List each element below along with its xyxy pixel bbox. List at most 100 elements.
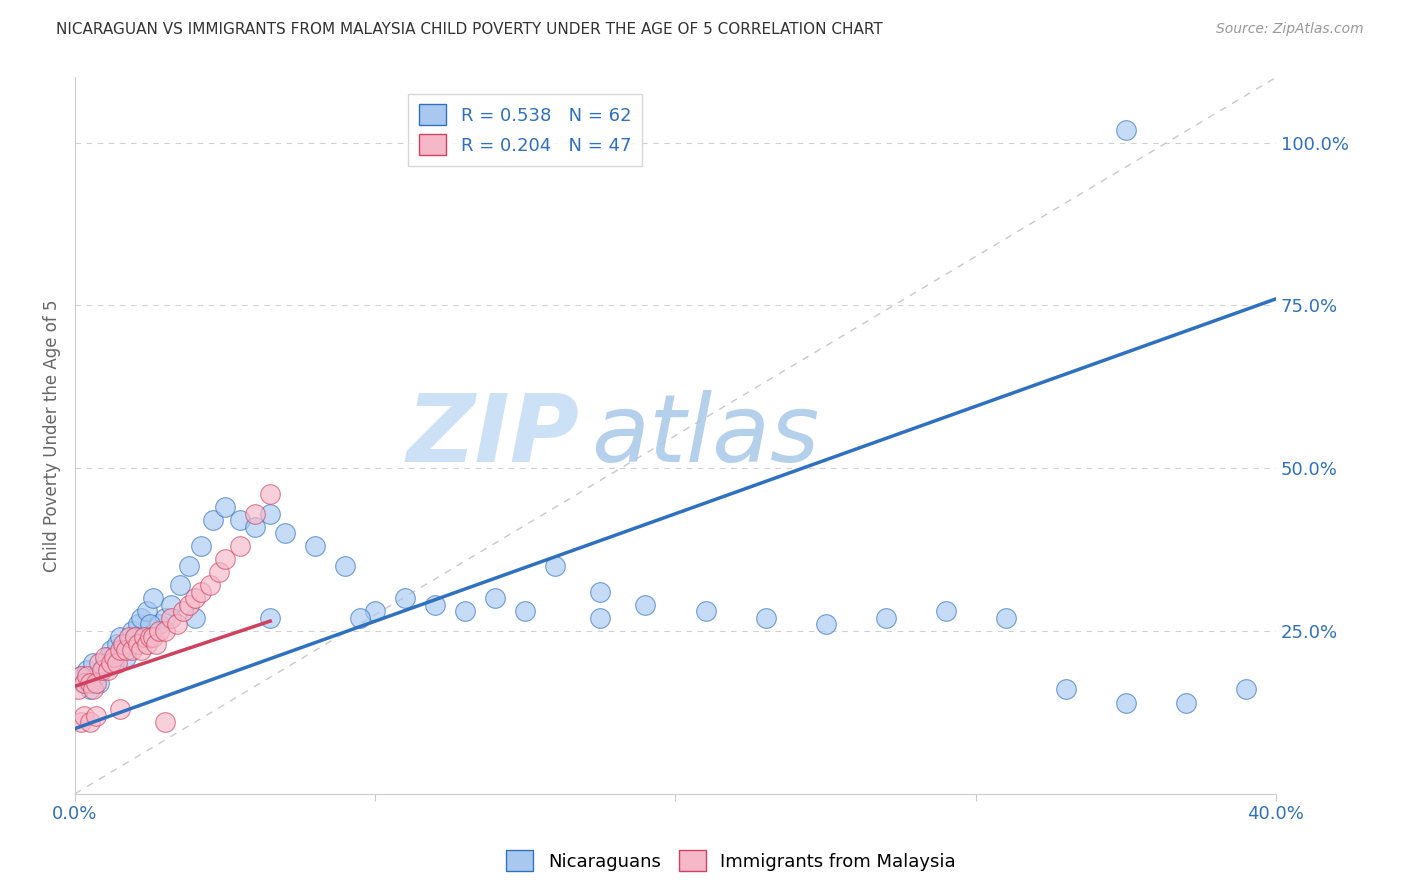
- Point: [153, 624, 176, 638]
- Point: [214, 552, 236, 566]
- Point: [335, 558, 357, 573]
- Point: [100, 643, 122, 657]
- Point: [105, 637, 128, 651]
- Point: [148, 617, 170, 632]
- Point: [177, 558, 200, 573]
- Point: [634, 598, 657, 612]
- Point: [190, 539, 212, 553]
- Point: [274, 526, 297, 541]
- Point: [190, 584, 212, 599]
- Point: [94, 649, 117, 664]
- Point: [70, 669, 93, 683]
- Point: [935, 604, 957, 618]
- Point: [515, 604, 537, 618]
- Point: [129, 643, 152, 657]
- Point: [814, 617, 837, 632]
- Point: [84, 669, 107, 683]
- Point: [243, 507, 266, 521]
- Point: [73, 676, 96, 690]
- Point: [91, 663, 114, 677]
- Point: [84, 676, 107, 690]
- Point: [124, 631, 146, 645]
- Text: Source: ZipAtlas.com: Source: ZipAtlas.com: [1216, 22, 1364, 37]
- Point: [160, 598, 183, 612]
- Point: [169, 578, 191, 592]
- Point: [129, 611, 152, 625]
- Text: NICARAGUAN VS IMMIGRANTS FROM MALAYSIA CHILD POVERTY UNDER THE AGE OF 5 CORRELAT: NICARAGUAN VS IMMIGRANTS FROM MALAYSIA C…: [56, 22, 883, 37]
- Point: [259, 487, 281, 501]
- Point: [1115, 696, 1137, 710]
- Point: [243, 519, 266, 533]
- Point: [214, 500, 236, 515]
- Point: [94, 657, 117, 671]
- Point: [87, 657, 110, 671]
- Point: [172, 604, 194, 618]
- Point: [100, 657, 122, 671]
- Point: [118, 631, 141, 645]
- Point: [259, 611, 281, 625]
- Point: [589, 584, 612, 599]
- Point: [132, 631, 155, 645]
- Point: [127, 617, 149, 632]
- Point: [153, 714, 176, 729]
- Point: [142, 631, 165, 645]
- Point: [202, 513, 225, 527]
- Point: [70, 669, 93, 683]
- Point: [136, 637, 159, 651]
- Point: [695, 604, 717, 618]
- Point: [97, 663, 120, 677]
- Point: [84, 708, 107, 723]
- Point: [87, 676, 110, 690]
- Text: ZIP: ZIP: [406, 390, 579, 482]
- Point: [91, 663, 114, 677]
- Text: atlas: atlas: [592, 390, 820, 481]
- Point: [1234, 682, 1257, 697]
- Point: [108, 631, 131, 645]
- Point: [105, 657, 128, 671]
- Point: [121, 643, 143, 657]
- Y-axis label: Child Poverty Under the Age of 5: Child Poverty Under the Age of 5: [44, 300, 60, 572]
- Point: [136, 604, 159, 618]
- Point: [118, 637, 141, 651]
- Legend: R = 0.538   N = 62, R = 0.204   N = 47: R = 0.538 N = 62, R = 0.204 N = 47: [408, 94, 643, 166]
- Point: [70, 714, 93, 729]
- Point: [184, 591, 207, 606]
- Point: [229, 539, 252, 553]
- Point: [349, 611, 371, 625]
- Point: [108, 702, 131, 716]
- Point: [1115, 122, 1137, 136]
- Point: [112, 643, 135, 657]
- Point: [394, 591, 416, 606]
- Point: [425, 598, 447, 612]
- Point: [127, 637, 149, 651]
- Point: [76, 663, 98, 677]
- Point: [153, 611, 176, 625]
- Point: [208, 566, 231, 580]
- Point: [544, 558, 567, 573]
- Point: [115, 643, 138, 657]
- Point: [112, 637, 135, 651]
- Point: [142, 591, 165, 606]
- Point: [166, 617, 188, 632]
- Point: [66, 682, 89, 697]
- Point: [108, 643, 131, 657]
- Point: [484, 591, 506, 606]
- Point: [454, 604, 477, 618]
- Point: [160, 611, 183, 625]
- Point: [79, 682, 101, 697]
- Point: [1174, 696, 1197, 710]
- Point: [259, 507, 281, 521]
- Point: [124, 631, 146, 645]
- Point: [121, 624, 143, 638]
- Point: [73, 676, 96, 690]
- Point: [76, 669, 98, 683]
- Point: [229, 513, 252, 527]
- Point: [82, 682, 104, 697]
- Point: [82, 657, 104, 671]
- Point: [97, 649, 120, 664]
- Point: [994, 611, 1017, 625]
- Point: [148, 624, 170, 638]
- Legend: Nicaraguans, Immigrants from Malaysia: Nicaraguans, Immigrants from Malaysia: [499, 843, 963, 879]
- Point: [364, 604, 387, 618]
- Point: [177, 598, 200, 612]
